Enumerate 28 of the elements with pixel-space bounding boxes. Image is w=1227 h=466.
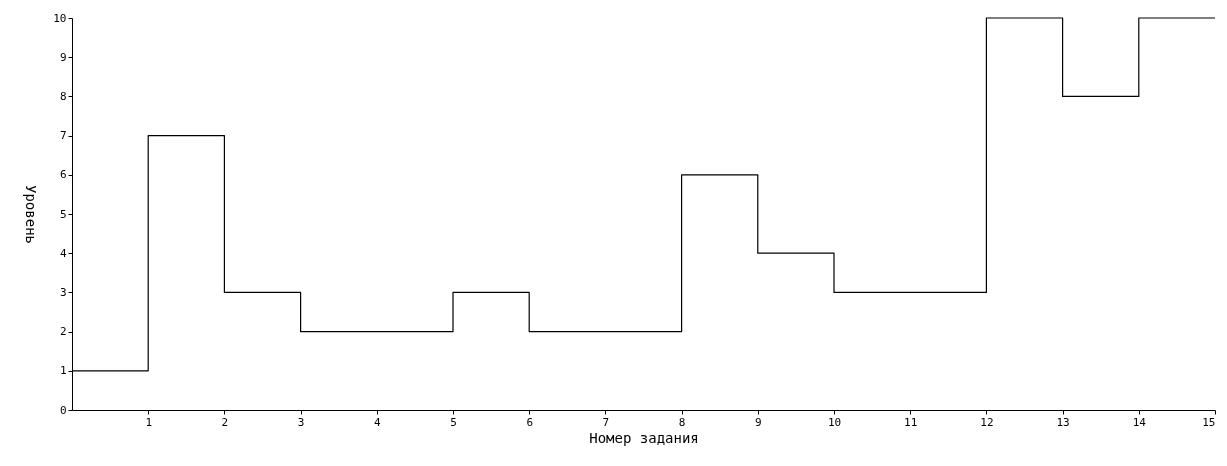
x-axis-title: Номер задания (589, 429, 699, 446)
x-tick-label: 10 (827, 415, 842, 429)
y-tick-label: 1 (59, 364, 67, 378)
y-tick-label: 9 (59, 50, 67, 64)
x-tick-label: 11 (904, 415, 918, 429)
y-tick-label: 0 (59, 403, 67, 417)
y-tick-label: 10 (53, 11, 67, 25)
x-tick-label: 8 (678, 415, 686, 429)
y-tick-label: 4 (59, 246, 67, 260)
y-tick-label: 2 (59, 325, 67, 339)
x-tick-label: 14 (1132, 415, 1147, 429)
y-tick-label: 6 (59, 168, 67, 182)
x-tick-label: 1 (145, 415, 153, 429)
x-tick-label: 12 (980, 415, 994, 429)
x-tick-label: 6 (526, 415, 534, 429)
x-tick-label: 3 (297, 415, 305, 429)
x-tick-label: 7 (602, 415, 610, 429)
y-tick-label: 8 (59, 89, 67, 103)
y-axis-title: Уровень (23, 184, 40, 245)
x-tick-label: 4 (373, 415, 381, 429)
y-tick-label: 5 (59, 207, 67, 221)
x-tick-label: 13 (1056, 415, 1070, 429)
y-tick-label: 3 (59, 285, 67, 299)
x-tick-label: 5 (450, 415, 457, 429)
x-tick-label: 15 (1202, 415, 1216, 429)
y-tick-label: 7 (59, 129, 67, 143)
x-tick-label: 2 (221, 415, 229, 429)
x-tick-label: 9 (754, 415, 762, 429)
